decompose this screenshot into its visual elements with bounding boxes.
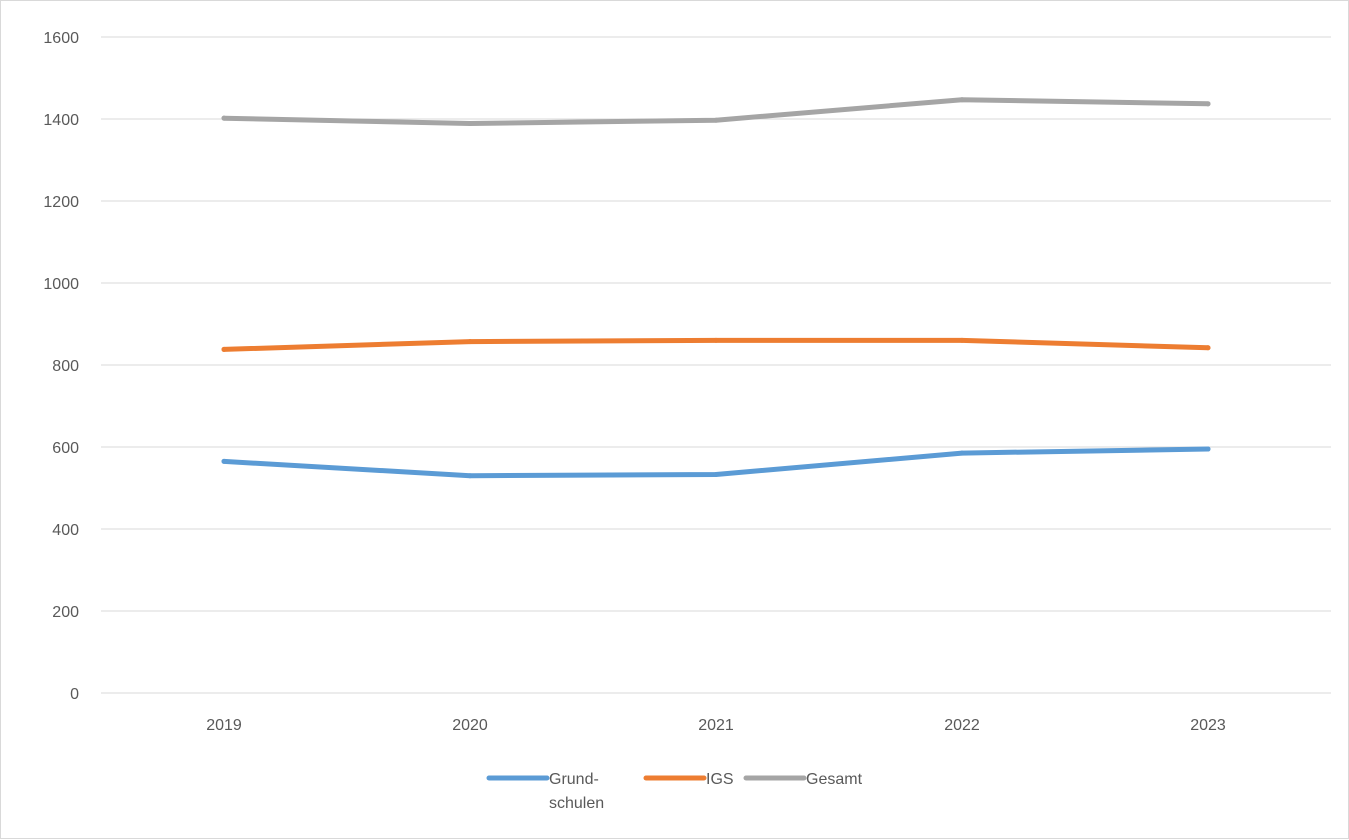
data-point bbox=[467, 339, 473, 345]
legend-label: IGS bbox=[706, 771, 734, 788]
x-tick-label: 2022 bbox=[944, 717, 980, 734]
x-tick-label: 2019 bbox=[206, 717, 242, 734]
y-axis-ticks: 0 200 400 600 800 1000 1200 1400 1600 bbox=[43, 30, 79, 703]
data-point bbox=[1205, 101, 1211, 107]
y-tick-label: 1000 bbox=[43, 276, 79, 293]
data-point bbox=[1205, 446, 1211, 452]
y-tick-label: 800 bbox=[52, 358, 79, 375]
x-tick-label: 2020 bbox=[452, 717, 488, 734]
gridlines bbox=[101, 36, 1331, 694]
data-point bbox=[467, 121, 473, 127]
x-axis-ticks: 2019 2020 2021 2022 2023 bbox=[206, 717, 1226, 734]
x-tick-label: 2023 bbox=[1190, 717, 1226, 734]
legend-label: Gesamt bbox=[806, 771, 863, 788]
data-point bbox=[1205, 345, 1211, 351]
data-point bbox=[959, 450, 965, 456]
x-tick-label: 2021 bbox=[698, 717, 734, 734]
data-point bbox=[713, 337, 719, 343]
series-line bbox=[221, 446, 1211, 479]
data-point bbox=[467, 473, 473, 479]
y-tick-label: 400 bbox=[52, 522, 79, 539]
data-point bbox=[221, 458, 227, 464]
y-tick-label: 600 bbox=[52, 440, 79, 457]
data-point bbox=[713, 471, 719, 477]
legend: Grund-schulen IGS Gesamt bbox=[486, 771, 863, 812]
data-point bbox=[959, 97, 965, 103]
data-point bbox=[221, 346, 227, 352]
data-point bbox=[959, 337, 965, 343]
y-tick-label: 200 bbox=[52, 604, 79, 621]
y-tick-label: 1200 bbox=[43, 194, 79, 211]
y-tick-label: 0 bbox=[70, 686, 79, 703]
legend-label: Grund-schulen bbox=[549, 771, 604, 812]
data-point bbox=[713, 117, 719, 123]
y-tick-label: 1400 bbox=[43, 112, 79, 129]
data-point bbox=[221, 115, 227, 121]
y-tick-label: 1600 bbox=[43, 30, 79, 47]
series-lines bbox=[221, 97, 1211, 479]
